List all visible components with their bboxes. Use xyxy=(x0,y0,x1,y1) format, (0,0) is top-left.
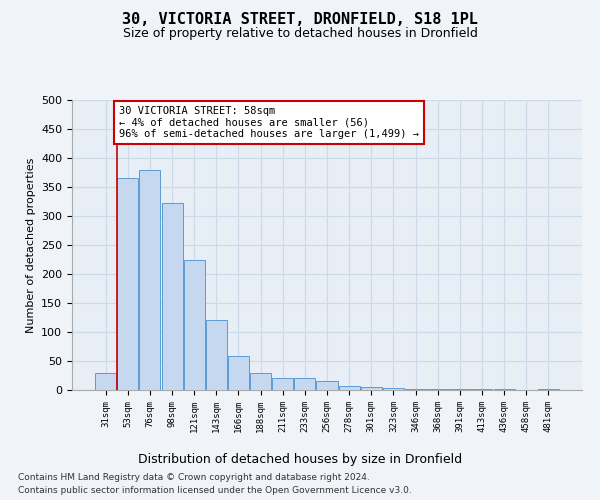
Bar xyxy=(383,388,404,390)
Y-axis label: Number of detached properties: Number of detached properties xyxy=(26,158,35,332)
Bar xyxy=(272,378,293,390)
Bar xyxy=(184,260,205,390)
Bar xyxy=(206,320,227,390)
Bar xyxy=(316,382,338,390)
Bar xyxy=(538,389,559,390)
Text: 30, VICTORIA STREET, DRONFIELD, S18 1PL: 30, VICTORIA STREET, DRONFIELD, S18 1PL xyxy=(122,12,478,28)
Bar xyxy=(250,372,271,390)
Bar xyxy=(118,178,139,390)
Text: Distribution of detached houses by size in Dronfield: Distribution of detached houses by size … xyxy=(138,452,462,466)
Bar xyxy=(338,386,359,390)
Text: Contains HM Land Registry data © Crown copyright and database right 2024.: Contains HM Land Registry data © Crown c… xyxy=(18,474,370,482)
Bar xyxy=(361,387,382,390)
Text: Contains public sector information licensed under the Open Government Licence v3: Contains public sector information licen… xyxy=(18,486,412,495)
Bar xyxy=(95,372,116,390)
Bar xyxy=(161,202,182,390)
Text: 30 VICTORIA STREET: 58sqm
← 4% of detached houses are smaller (56)
96% of semi-d: 30 VICTORIA STREET: 58sqm ← 4% of detach… xyxy=(119,106,419,139)
Bar xyxy=(139,170,160,390)
Text: Size of property relative to detached houses in Dronfield: Size of property relative to detached ho… xyxy=(122,28,478,40)
Bar xyxy=(295,378,316,390)
Bar xyxy=(228,356,249,390)
